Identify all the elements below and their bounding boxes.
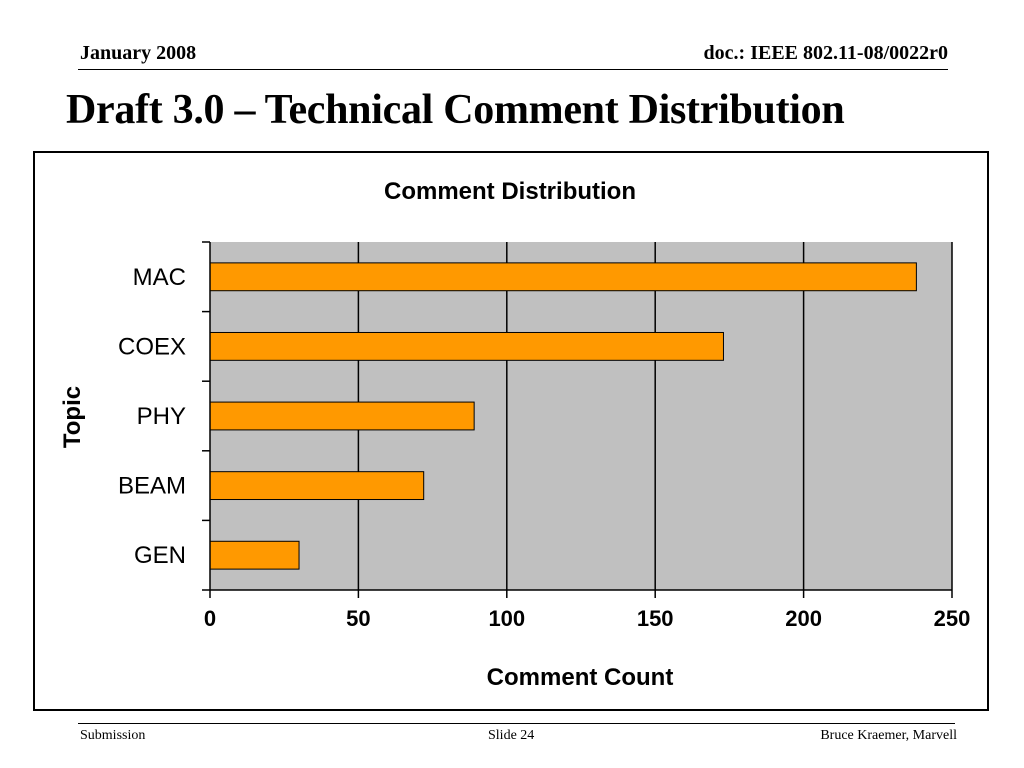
x-tick-label: 200: [785, 606, 822, 631]
footer-submission: Submission: [80, 728, 146, 743]
header-date: January 2008: [80, 42, 197, 64]
x-tick-label: 250: [934, 606, 971, 631]
x-tick-label: 50: [346, 606, 370, 631]
footer-author: Bruce Kraemer, Marvell: [820, 728, 957, 743]
header-doc-id: doc.: IEEE 802.11-08/0022r0: [703, 42, 948, 64]
x-axis-label: Comment Count: [487, 664, 674, 691]
y-tick-label: BEAM: [118, 473, 186, 500]
x-tick-label: 0: [204, 606, 216, 631]
bar-mac: [209, 262, 917, 292]
gridlines: [357, 242, 953, 590]
bar-phy: [209, 401, 475, 431]
x-tick-label: 150: [637, 606, 674, 631]
chart-frame: 0 50 100 150 200 250 MAC COEX PHY BEAM GEN Comment…: [33, 151, 989, 711]
x-tick-label: 100: [488, 606, 525, 631]
y-tick-label: MAC: [133, 264, 186, 291]
y-tick-label: GEN: [134, 542, 186, 569]
bar-coex: [209, 331, 724, 361]
bar-beam: [209, 471, 425, 501]
footer-rule: [78, 723, 955, 724]
chart-title: Comment Distribution: [384, 178, 636, 205]
header-rule: [78, 69, 948, 70]
y-tick-label: PHY: [137, 403, 186, 430]
bar-gen: [209, 540, 300, 570]
comment-distribution-chart: 0 50 100 150 200 250 MAC COEX PHY BEAM GEN Comment…: [59, 178, 971, 691]
axes: 0 50 100 150 200 250 MAC COEX PHY BEAM GEN: [118, 241, 971, 631]
footer-slide-number: Slide 24: [488, 728, 535, 743]
y-tick-label: COEX: [118, 333, 186, 360]
y-axis-label: Topic: [59, 386, 86, 448]
slide-title: Draft 3.0 – Technical Comment Distributi…: [66, 87, 845, 133]
